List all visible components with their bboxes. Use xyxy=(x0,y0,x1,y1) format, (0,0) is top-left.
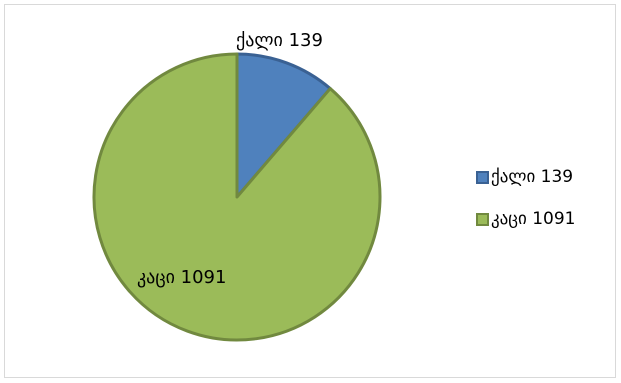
legend-label-male: კაცი 1091 xyxy=(491,209,576,229)
pie-slices xyxy=(92,52,382,342)
pie-slice-male xyxy=(92,52,382,342)
data-label-male: კაცი 1091 xyxy=(137,267,226,288)
legend-item-male: კაცი 1091 xyxy=(476,208,576,230)
data-label-female: ქალი 139 xyxy=(236,30,323,51)
legend-swatch-male xyxy=(476,212,489,226)
pie-slice-female xyxy=(235,52,332,199)
legend-item-female: ქალი 139 xyxy=(476,166,576,188)
legend-label-female: ქალი 139 xyxy=(491,167,574,187)
legend-swatch-female xyxy=(476,170,489,184)
legend: ქალი 139 კაცი 1091 xyxy=(476,166,576,250)
